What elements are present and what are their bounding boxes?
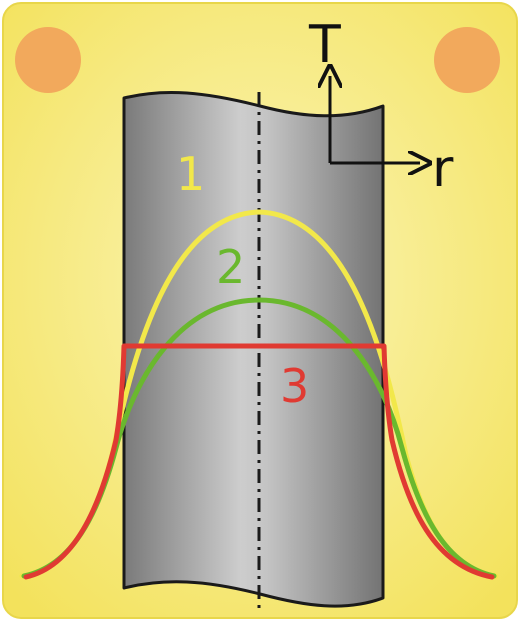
- axis-vertical-label: T: [308, 15, 341, 75]
- corner-dot-left: [15, 27, 81, 93]
- curve-3-label: 3: [280, 359, 309, 413]
- curve-2-label: 2: [216, 240, 245, 294]
- corner-dot-right: [434, 27, 500, 93]
- cylinder-body: [122, 91, 385, 608]
- axis-horizontal-label: r: [432, 139, 454, 199]
- curve-3: [23, 343, 495, 580]
- curve-1-label: 1: [176, 147, 205, 201]
